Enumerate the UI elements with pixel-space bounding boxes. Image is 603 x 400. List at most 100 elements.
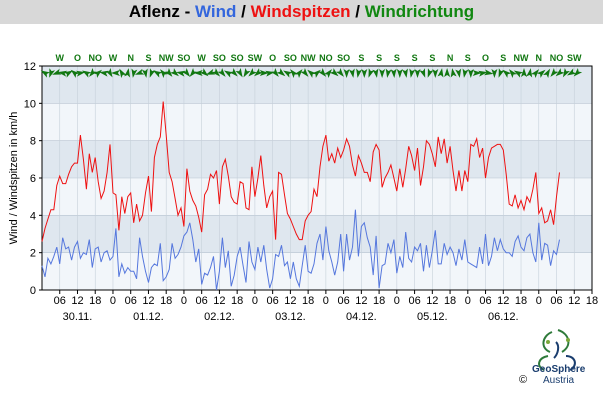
wind-direction-arrow-icon [259, 70, 269, 76]
arrow-head [573, 68, 583, 77]
arrow-head [455, 68, 462, 78]
grid-band [42, 140, 592, 178]
x-day-label: 06.12. [488, 311, 519, 323]
arrow-head [329, 68, 339, 77]
arrow-head [164, 68, 173, 77]
wind-direction-arrow-icon [248, 68, 257, 77]
x-tick-label: 12 [213, 295, 225, 307]
arrow-head [478, 70, 488, 77]
arrow-head [409, 68, 416, 78]
logo-subtitle: Austria [543, 375, 575, 386]
arrow-head [152, 70, 163, 78]
arrow-head [543, 68, 551, 78]
wind-direction-arrow-icon [562, 68, 570, 78]
arrow-head [124, 68, 131, 78]
x-tick-label: 12 [497, 295, 509, 307]
wind-direction-arrow-icon [75, 70, 86, 77]
x-day-label: 01.12. [133, 311, 164, 323]
wind-direction-arrow-icon [343, 69, 350, 78]
wind-direction-arrow-icon [40, 70, 50, 78]
title-location: Aflenz [128, 2, 180, 21]
wind-direction-arrow-icon [462, 68, 469, 78]
series-wind-line [41, 209, 560, 291]
wind-direction-arrow-icon [432, 69, 439, 78]
arrow-head [199, 68, 209, 77]
arrow-head [307, 69, 317, 78]
wind-direction-arrow-icon [243, 68, 251, 78]
wind-direction-arrow-icon [193, 70, 203, 76]
wind-direction-arrow-icon [119, 68, 127, 78]
arrow-head [248, 68, 257, 77]
arrow-head [110, 70, 120, 76]
arrow-head [484, 69, 494, 76]
arrow-head [550, 68, 559, 77]
arrow-head [63, 70, 73, 78]
direction-label: S [358, 53, 364, 63]
arrow-head [283, 70, 293, 78]
arrow-head [276, 68, 286, 77]
direction-label: S [412, 53, 418, 63]
x-day-label: 04.12. [346, 311, 377, 323]
wind-direction-arrow-icon [124, 68, 131, 78]
arrow-head [536, 69, 546, 78]
wind-direction-arrow-icon [63, 70, 73, 78]
title-separator-1: - [179, 2, 196, 21]
x-tick-label: 18 [231, 295, 243, 307]
arrow-head [508, 69, 518, 78]
grid-band [42, 215, 592, 253]
wind-direction-arrow-icon [329, 68, 339, 77]
arrow-head [419, 68, 426, 78]
x-tick-label: 12 [284, 295, 296, 307]
x-tick-label: 12 [568, 295, 580, 307]
x-day-label: 05.12. [417, 311, 448, 323]
wind-direction-arrow-icon [521, 68, 527, 77]
wind-direction-arrow-icon [450, 68, 457, 78]
x-day-label: 02.12. [204, 311, 235, 323]
wind-direction-arrow-icon [437, 68, 444, 78]
arrow-head [159, 69, 169, 78]
wind-direction-arrow-icon [49, 68, 56, 78]
arrow-head [52, 68, 62, 75]
arrow-head [259, 70, 269, 76]
x-tick-label: 12 [355, 295, 367, 307]
arrow-head [343, 69, 350, 78]
wind-direction-arrow-icon [379, 69, 386, 78]
x-tick-label: 06 [550, 295, 562, 307]
wind-direction-arrow-icon [211, 68, 221, 77]
arrow-head [372, 68, 379, 78]
arrow-head [502, 69, 512, 78]
wind-direction-arrow-icon [498, 68, 505, 78]
arrow-head [193, 70, 203, 76]
x-day-label: 30.11. [63, 311, 93, 323]
wind-direction-arrow-icon [141, 68, 148, 78]
arrow-head [270, 68, 279, 77]
grid-band [42, 103, 592, 141]
arrow-head [290, 69, 299, 78]
title-separator-3: / [350, 2, 365, 21]
wind-direction-arrow-icon [323, 69, 333, 78]
arrow-head [491, 69, 498, 78]
y-tick-label: 4 [30, 210, 36, 222]
arrow-head [141, 68, 148, 78]
arrow-head [526, 68, 533, 78]
wind-direction-arrow-icon [361, 69, 368, 78]
direction-label: NO [550, 53, 564, 63]
wind-direction-arrow-icon [235, 68, 243, 78]
arrow-head [182, 68, 191, 77]
wind-direction-arrow-icon [99, 70, 109, 77]
arrow-head [462, 68, 469, 78]
title-separator-2: / [236, 2, 251, 21]
arrow-head [105, 68, 113, 78]
arrow-head [437, 68, 444, 78]
wind-direction-arrow-icon [152, 70, 163, 78]
wind-direction-arrow-icon [290, 69, 299, 78]
wind-direction-arrow-icon [508, 69, 518, 78]
y-axis-label: Wind / Windspitzen in km/h [8, 112, 20, 245]
direction-label: NW [159, 53, 174, 63]
arrow-head [356, 68, 363, 78]
x-tick-label: 06 [337, 295, 349, 307]
wind-direction-arrow-icon [149, 68, 156, 78]
x-tick-label: 18 [160, 295, 172, 307]
direction-label: NO [88, 53, 102, 63]
wind-direction-arrow-icon [110, 70, 120, 76]
